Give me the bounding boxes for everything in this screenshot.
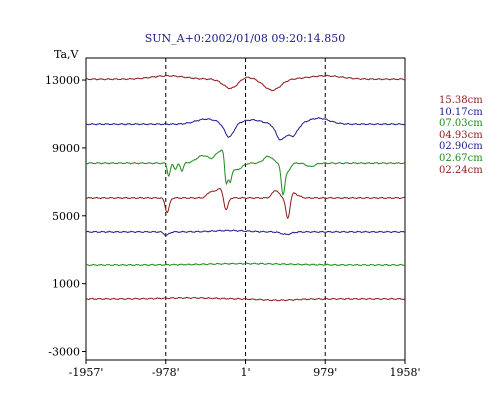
series-line-4	[86, 229, 406, 236]
y-tick-label: 13000	[45, 74, 80, 87]
series-line-6	[85, 296, 406, 302]
legend-item: 15.38cm	[439, 95, 483, 106]
legend-item: 07.03cm	[439, 118, 483, 130]
y-axis-label: Ta,V	[54, 48, 80, 61]
y-axis-ticks: 13000 9000 5000 1000 -3000	[45, 74, 86, 359]
y-tick-label: 9000	[52, 142, 80, 155]
series-line-0	[85, 74, 406, 92]
series-line-3	[85, 187, 406, 220]
x-tick-label: -1957'	[69, 366, 104, 379]
x-tick-label: 1'	[241, 366, 251, 379]
x-axis-ticks: -1957' -978' 1' 979' 1958'	[69, 360, 421, 379]
legend-item: 02.90cm	[439, 141, 483, 153]
y-tick-label: -3000	[48, 346, 80, 359]
series-line-2	[85, 149, 406, 197]
y-tick-label: 5000	[52, 210, 80, 223]
chart-title: SUN_A+0:2002/01/08 09:20:14.850	[145, 32, 346, 45]
legend-item: 02.67cm	[439, 152, 483, 164]
series-line-5	[85, 262, 406, 267]
legend-item: 04.93cm	[439, 129, 483, 141]
y-tick-label: 1000	[52, 278, 80, 291]
legend-item: 10.17cm	[439, 106, 483, 118]
x-tick-label: -978'	[152, 366, 180, 379]
legend-item: 02.24cm	[439, 164, 483, 176]
x-tick-label: 1958'	[389, 366, 420, 379]
x-tick-label: 979'	[313, 366, 337, 379]
series-line-1	[86, 117, 406, 141]
legend: 15.38cm 10.17cm 07.03cm 04.93cm 02.90cm 02.67…	[439, 95, 499, 176]
reference-lines	[165, 58, 326, 360]
series-lines	[85, 74, 406, 302]
